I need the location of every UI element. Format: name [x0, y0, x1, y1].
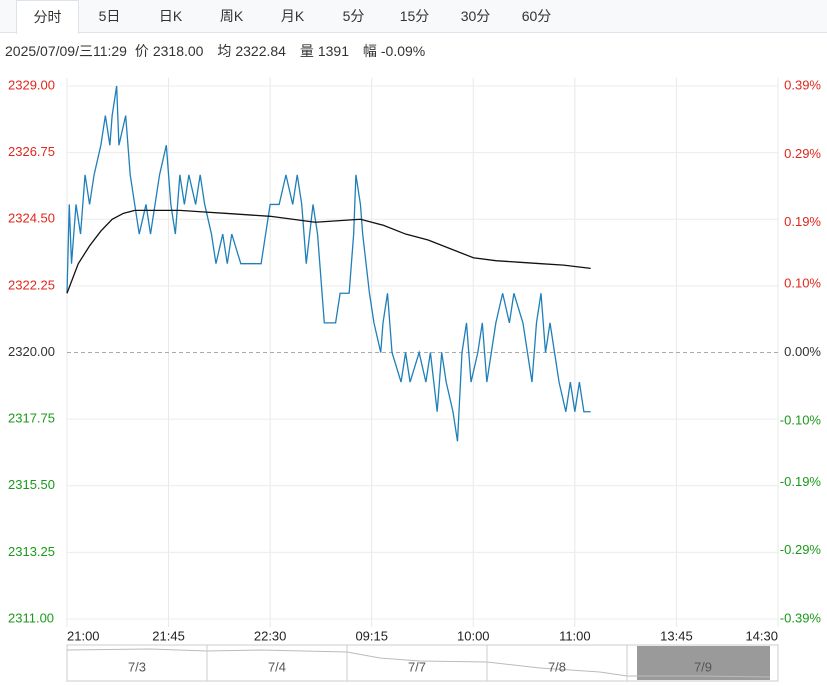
y-tick-label: 2311.00: [8, 610, 54, 625]
x-tick-label: 09:15: [355, 628, 388, 643]
navigator-label: 7/7: [408, 659, 426, 674]
y-tick-label: 2322.25: [8, 277, 55, 292]
y-tick-label: 2326.75: [8, 144, 55, 159]
x-tick-label: 21:45: [152, 628, 185, 643]
price: 2318.00: [152, 43, 204, 59]
navigator-label: 7/9: [694, 659, 712, 674]
x-tick-label: 21:00: [67, 628, 100, 643]
x-tick-label: 14:30: [745, 628, 778, 643]
y2-tick-label: -0.10%: [780, 412, 822, 427]
tab[interactable]: 分时: [16, 0, 79, 34]
y2-tick-label: 0.39%: [784, 77, 821, 92]
navigator-label: 7/4: [268, 659, 286, 674]
tab[interactable]: 30分: [460, 8, 491, 24]
y-tick-label: 2320.00: [8, 344, 55, 359]
time: 2025/07/09/三11:29: [5, 43, 127, 59]
x-tick-label: 22:30: [254, 628, 287, 643]
y2-tick-label: -0.29%: [780, 542, 822, 557]
label: 量: [299, 43, 314, 59]
label: 幅: [362, 43, 377, 59]
y2-tick-label: 0.29%: [784, 146, 821, 161]
tab[interactable]: 5日: [98, 8, 121, 24]
navigator-label: 7/8: [548, 659, 566, 674]
tab[interactable]: 5分: [342, 8, 365, 24]
y2-tick-label: -0.39%: [780, 610, 822, 625]
tab[interactable]: 15分: [399, 8, 430, 24]
x-tick-label: 10:00: [457, 628, 490, 643]
y-tick-label: 2324.50: [8, 211, 55, 226]
y2-tick-label: -0.19%: [780, 474, 822, 489]
tab[interactable]: 周K: [219, 8, 244, 24]
y-tick-label: 2317.75: [8, 411, 55, 426]
label: 均: [217, 43, 232, 59]
navigator-label: 7/3: [128, 659, 146, 674]
y-tick-label: 2329.00: [8, 77, 55, 92]
x-tick-label: 11:00: [559, 628, 591, 643]
change: -0.09%: [380, 43, 426, 59]
navigator-selection: [637, 646, 770, 680]
y-tick-label: 2313.25: [8, 544, 55, 559]
info-bar: 2025/07/09/三11:29 价 2318.00 均 2322.84 量 139…: [5, 41, 429, 61]
tab-bar: 分时 5日 日K 周K 月K 5分 15分 30分 60分: [0, 0, 827, 34]
price-line: [66, 209, 591, 294]
y2-tick-label: 0.19%: [784, 214, 821, 229]
tab[interactable]: 月K: [280, 8, 305, 24]
y2-tick-label: 0.00%: [784, 344, 821, 359]
y2-tick-label: 0.10%: [784, 276, 821, 291]
y-tick-label: 2315.50: [8, 477, 55, 492]
volume: 1391: [317, 43, 349, 59]
label: 价: [134, 43, 149, 59]
avg: 2322.84: [235, 43, 286, 59]
price-line: [66, 85, 591, 442]
tab[interactable]: 60分: [521, 8, 552, 24]
x-tick-label: 13:45: [660, 628, 693, 643]
tab[interactable]: 日K: [158, 8, 183, 24]
